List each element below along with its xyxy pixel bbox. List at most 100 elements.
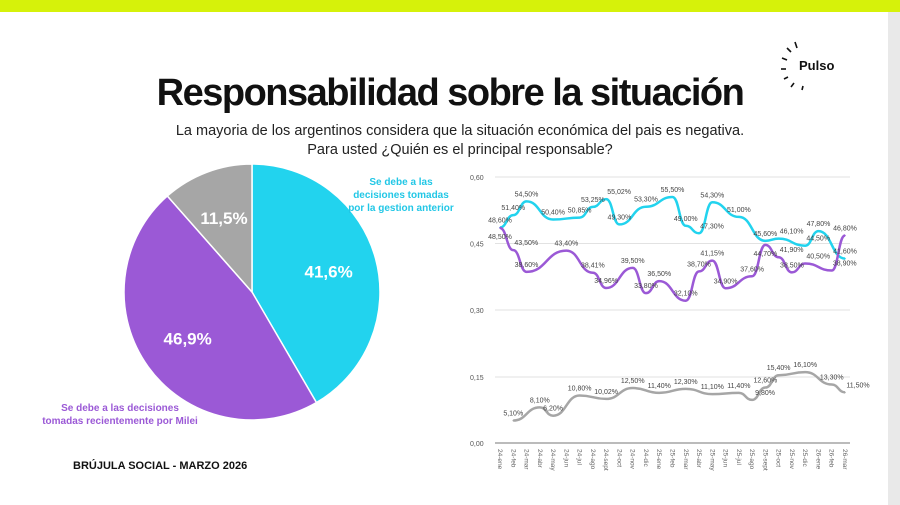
data-label: 44,70% <box>754 251 778 258</box>
data-label: 46,10% <box>780 229 804 236</box>
data-point <box>711 259 714 262</box>
data-point <box>804 371 806 373</box>
data-label: 53,25% <box>581 197 605 204</box>
pie-label-1: 46,9% <box>164 329 212 348</box>
x-tick-label: 25-oct <box>775 449 782 467</box>
data-label: 5,10% <box>503 411 523 418</box>
x-tick-label: 24-ene <box>496 449 503 470</box>
data-point <box>539 406 541 409</box>
data-label: 12,30% <box>674 379 698 386</box>
line-chart: 0,30 0,45 0,60 0,00 0,15 24-ene 24-feb 24-mar 24… <box>470 175 870 471</box>
data-label: 49,30% <box>608 214 632 221</box>
y-tick-label: 0,30 <box>470 308 484 315</box>
data-label: 36,50% <box>647 271 671 278</box>
data-label: 50,40% <box>541 210 565 217</box>
data-point <box>804 262 806 265</box>
data-label: 38,70% <box>687 261 711 268</box>
data-point <box>817 230 820 232</box>
data-label: 34,90% <box>714 278 738 285</box>
pie-label-2: 11,5% <box>200 209 247 228</box>
footer-source: BRÚJULA SOCIAL - MARZO 2026 <box>73 460 248 472</box>
data-point <box>578 394 581 397</box>
data-label: 6,20% <box>543 406 563 413</box>
data-point <box>618 223 621 226</box>
data-point <box>512 419 515 422</box>
data-label: 37,60% <box>740 266 764 273</box>
data-label: 11,40% <box>648 383 671 390</box>
data-point <box>698 270 700 273</box>
x-tick-label: 24-sept <box>602 449 609 471</box>
data-label: 8,10% <box>530 397 550 404</box>
data-label: 48,50% <box>488 234 512 241</box>
data-label: 38,50% <box>780 262 804 269</box>
x-tick-label: 25-ago <box>748 449 755 470</box>
data-label: 33,80% <box>634 283 658 290</box>
data-point <box>738 392 740 394</box>
data-point <box>711 393 714 395</box>
x-tick-label: 25-abr <box>695 449 702 469</box>
pie-slice-0 <box>251 163 381 404</box>
x-tick-label: 25-jun <box>722 449 729 467</box>
data-label: 32,10% <box>674 291 698 298</box>
y-tick-label: 0,60 <box>470 175 484 182</box>
data-label: 38,90% <box>833 261 857 268</box>
data-label: 54,30% <box>700 192 724 199</box>
x-tick-label: 26-feb <box>828 449 835 468</box>
data-label: 13,30% <box>820 374 844 381</box>
x-tick-label: 25-ene <box>655 449 662 470</box>
page-subtitle: La mayoria de los argentinos considera q… <box>175 123 745 158</box>
data-label: 12,60% <box>754 378 778 385</box>
data-point <box>844 234 846 237</box>
data-point <box>791 271 793 274</box>
data-point <box>512 249 515 251</box>
x-tick-label: 24-oct <box>615 449 622 467</box>
data-point <box>684 224 687 227</box>
x-tick-label: 24-ago <box>589 449 596 470</box>
right-edge <box>888 12 900 505</box>
data-point <box>605 198 607 200</box>
data-point <box>512 214 515 216</box>
data-point <box>764 244 767 246</box>
x-tick-label: 25-mar <box>682 449 689 470</box>
data-point <box>631 387 634 389</box>
data-label: 16,10% <box>793 362 817 369</box>
data-label: 51,00% <box>727 207 751 214</box>
x-tick-label: 24-may <box>549 449 556 471</box>
data-point <box>738 216 740 218</box>
x-tick-label: 25-may <box>708 449 715 471</box>
data-label: 10,02% <box>594 389 618 396</box>
data-label: 38,60% <box>515 262 539 269</box>
data-label: 46,80% <box>833 226 857 233</box>
data-point <box>830 383 833 386</box>
data-label: 47,80% <box>807 221 831 228</box>
data-point <box>645 205 647 208</box>
data-point <box>764 240 767 242</box>
data-point <box>658 392 661 394</box>
data-point <box>724 287 727 290</box>
data-label: 41,15% <box>700 251 724 258</box>
data-label: 55,02% <box>607 189 631 196</box>
data-label: 12,50% <box>621 378 645 385</box>
data-point <box>525 271 528 273</box>
x-tick-label: 24-jun <box>562 449 569 467</box>
data-point <box>565 249 568 252</box>
data-point <box>605 287 607 289</box>
data-label: 45,60% <box>754 231 778 238</box>
data-point <box>658 280 661 282</box>
x-tick-label: 24-dic <box>642 449 649 467</box>
data-label: 11,50% <box>846 382 869 389</box>
x-tick-label: 25-sept <box>761 449 768 471</box>
data-label: 15,40% <box>767 365 791 372</box>
x-tick-label: 24-mar <box>523 449 530 470</box>
data-point <box>552 414 554 417</box>
data-point <box>844 257 846 260</box>
data-point <box>751 275 753 278</box>
data-point <box>764 386 767 389</box>
page-title: Responsabilidad sobre la situación <box>156 72 745 114</box>
x-tick-label: 26-ene <box>814 449 821 470</box>
data-point <box>830 269 833 272</box>
data-label: 47,30% <box>700 223 724 230</box>
x-tick-label: 26-mar <box>841 449 848 470</box>
data-point <box>711 201 714 204</box>
data-label: 39,50% <box>621 258 645 265</box>
